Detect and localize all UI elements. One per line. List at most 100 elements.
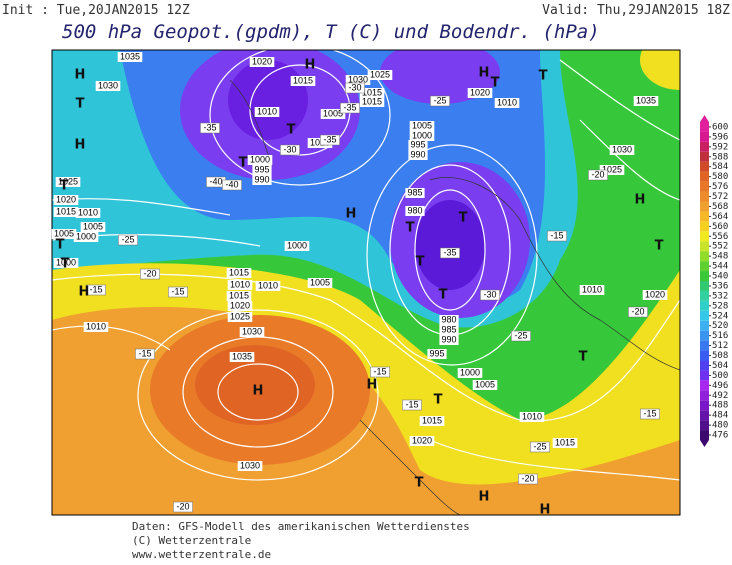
colorbar-tick-label: 512 [712, 341, 728, 351]
contour-label: 985 [407, 187, 422, 197]
contour-label: 1025 [370, 69, 390, 79]
contour-label: -20 [631, 306, 644, 316]
colorbar-tick-label: 476 [712, 431, 728, 441]
contour-label-box [408, 150, 428, 160]
colorbar-cell [700, 271, 709, 281]
contour-label-box [340, 102, 360, 114]
contour-label-box [439, 335, 459, 345]
contour-label-box [290, 76, 316, 86]
init-time: Init : Tue,20JAN2015 12Z [2, 3, 190, 18]
contour-label-box [511, 330, 531, 342]
pressure-center-symbol: T [539, 69, 548, 84]
contour-label: 1015 [362, 87, 382, 97]
pressure-center-symbol: T [416, 255, 425, 270]
contour-label: 990 [254, 174, 269, 184]
contour-label-box [252, 165, 272, 175]
contour-label: 1015 [362, 96, 382, 106]
map-frame [51, 49, 681, 516]
contour-label: -15 [138, 348, 151, 358]
contour-label-box [599, 165, 625, 175]
colorbar-cell [700, 191, 709, 202]
contour-label: -15 [550, 230, 563, 240]
pressure-center-symbol: H [635, 193, 646, 208]
contour-label-box [579, 285, 605, 295]
colorbar-cell [700, 310, 709, 321]
footer-line: (C) Wetterzentrale [132, 534, 251, 547]
contour-label: 1025 [58, 176, 78, 186]
contour-label-box [75, 208, 101, 218]
colorbar-arrow [700, 115, 709, 122]
contour-label-box [609, 145, 635, 155]
colorbar-tick-label: 576 [712, 182, 728, 192]
contour-label: -25 [433, 95, 446, 105]
pressure-center-symbol: T [655, 239, 664, 254]
footer-line: www.wetterzentrale.de [132, 548, 271, 561]
colorbar-tick-label: 580 [712, 172, 728, 182]
colorbar-cell [700, 330, 709, 341]
colorbar-cell [700, 320, 709, 331]
contour-label: -15 [171, 286, 184, 296]
pressure-center-symbol: H [346, 207, 357, 222]
contour-label-box [226, 291, 252, 301]
colorbar-tick-label: 532 [712, 291, 728, 301]
contour-label-box [439, 315, 459, 325]
contour-label-box [409, 121, 435, 131]
contour-label: -25 [121, 234, 134, 244]
contour-label-box [427, 349, 447, 359]
colorbar-cell [700, 290, 709, 301]
colorbar-cell [700, 370, 709, 381]
valid-time: Valid: Thu,29JAN2015 18Z [542, 3, 730, 18]
contour-label: 1000 [76, 231, 96, 241]
pressure-center-symbol: T [239, 156, 248, 171]
contour-label-box [457, 368, 483, 378]
contour-label: -15 [405, 399, 418, 409]
contour-label: -20 [143, 268, 156, 278]
contour-label: 1000 [287, 240, 307, 250]
contour-label-box [226, 268, 252, 278]
contour-label-box [367, 70, 393, 80]
contour-label: 1020 [310, 137, 330, 147]
pressure-center-symbol: H [75, 68, 86, 83]
contour-label: 1015 [555, 437, 575, 447]
pressure-center-symbol: H [305, 58, 316, 73]
pressure-center-symbol: H [367, 378, 378, 393]
contour-label: 1020 [412, 435, 432, 445]
contour-label-box [530, 441, 550, 453]
contour-label-box [480, 289, 500, 301]
contour-label-box [405, 206, 425, 216]
colorbar-tick-label: 536 [712, 281, 728, 291]
colorbar-cell [700, 131, 709, 142]
contour-label-box [117, 52, 143, 62]
contour-label: -20 [591, 169, 604, 179]
contour-label: 1020 [230, 300, 250, 310]
contour-label-box [640, 408, 660, 420]
contour-label: 1010 [522, 411, 542, 421]
contour-label-box [140, 268, 160, 280]
contour-label: -15 [643, 408, 656, 418]
contour-label: 1035 [232, 351, 252, 361]
colorbar-cell [700, 201, 709, 212]
colorbar-tick-label: 480 [712, 421, 728, 431]
colorbar-cell [700, 122, 709, 132]
contour-label: 1005 [323, 108, 343, 118]
contour-label: 1005 [54, 228, 74, 238]
contour-label: 1010 [78, 207, 98, 217]
contour-label-box [53, 258, 79, 268]
contour-label: 1015 [422, 415, 442, 425]
contour-label-box [440, 247, 460, 259]
contour-label: -20 [521, 473, 534, 483]
pressure-center-symbol: T [579, 350, 588, 365]
contour-label-box [55, 177, 81, 187]
contour-label: 1005 [475, 379, 495, 389]
colorbar-cell [700, 410, 709, 421]
contour-label: -30 [483, 289, 496, 299]
colorbar-cell [700, 340, 709, 351]
contour-label-box [249, 57, 275, 67]
colorbar-cell [700, 350, 709, 361]
colorbar-tick-label: 484 [712, 411, 728, 421]
contour-label-box [229, 352, 255, 362]
contour-label: 980 [407, 205, 422, 215]
contour-label: 1020 [645, 289, 665, 299]
contour-label-box [408, 140, 428, 150]
